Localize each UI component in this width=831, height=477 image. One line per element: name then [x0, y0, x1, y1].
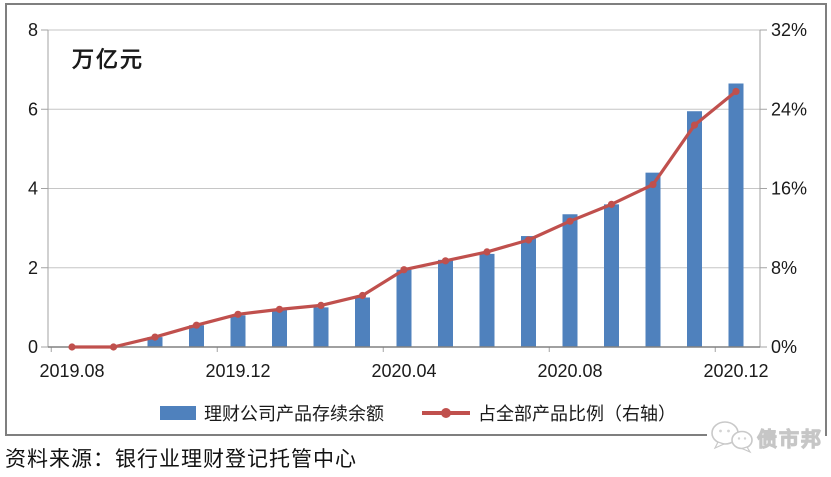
bar-2020.03	[355, 297, 370, 347]
line-series-swatch	[422, 408, 470, 418]
bar-2020.12	[728, 83, 744, 348]
bar-2020.07	[521, 236, 536, 347]
legend-bar-label: 理财公司产品存续余额	[204, 404, 384, 424]
x-axis-tick-label: 2020.04	[371, 361, 436, 381]
left-axis-tick-label: 4	[28, 179, 38, 199]
ratio-point-2020.05	[441, 257, 450, 265]
bar-2020.02	[313, 307, 329, 347]
right-axis-tick-label: 16%	[771, 179, 807, 199]
ratio-point-2020.02	[317, 301, 325, 309]
watermark-text: 债市邦	[757, 428, 823, 451]
bar-2020.11	[687, 111, 702, 347]
bar-2020.06	[479, 253, 495, 347]
ratio-point-2020.09	[607, 200, 616, 208]
right-axis-tick-label: 24%	[771, 99, 807, 119]
ratio-point-2019.09	[109, 343, 118, 351]
ratio-point-2019.12	[234, 310, 242, 318]
x-axis-tick-label: 2020.08	[537, 361, 602, 381]
right-axis-tick-label: 0%	[771, 337, 797, 357]
bar-2020.10	[645, 172, 661, 347]
bar-2020.09	[604, 204, 619, 347]
ratio-point-2020.12	[732, 87, 740, 96]
x-axis-tick-label: 2020.12	[703, 361, 768, 381]
bar-2019.11	[189, 325, 204, 347]
right-axis-tick-label: 32%	[771, 20, 807, 40]
ratio-point-2019.08	[68, 343, 76, 351]
bar-2020.04	[396, 269, 412, 347]
line-marker-dot	[441, 408, 451, 418]
legend-item-line: 占全部产品比例（右轴）	[422, 400, 676, 426]
bar-2020.08	[562, 214, 578, 347]
ratio-point-2020.06	[483, 248, 491, 256]
watermark: 债市邦	[707, 419, 825, 455]
bar-2020.01	[272, 309, 287, 347]
ratio-point-2020.07	[524, 236, 533, 244]
bar-2019.12	[230, 315, 246, 347]
bar-series-swatch	[160, 406, 196, 420]
right-axis-tick-label: 8%	[771, 258, 797, 278]
legend-item-bar: 理财公司产品存续余额	[160, 400, 384, 426]
ratio-point-2019.10	[151, 333, 159, 341]
left-axis-tick-label: 8	[28, 20, 38, 40]
left-axis-unit-label: 万亿元	[72, 47, 145, 72]
left-axis-tick-label: 0	[28, 337, 38, 357]
ratio-point-2020.11	[690, 121, 699, 129]
chat-bubbles-icon	[711, 421, 753, 454]
ratio-point-2020.08	[566, 217, 574, 225]
bar-2020.05	[438, 259, 453, 347]
legend-line-label: 占全部产品比例（右轴）	[478, 404, 676, 424]
x-axis-tick-label: 2019.12	[205, 361, 270, 381]
ratio-point-2020.01	[275, 305, 284, 313]
legend: 理财公司产品存续余额 占全部产品比例（右轴）	[160, 400, 676, 426]
source-note: 资料来源：银行业理财登记托管中心	[5, 447, 357, 471]
left-axis-tick-label: 6	[28, 99, 38, 119]
ratio-point-2020.04	[400, 266, 408, 274]
bar-2019.10	[147, 337, 163, 347]
x-axis-tick-label: 2019.08	[39, 361, 104, 381]
ratio-point-2020.10	[649, 180, 657, 189]
left-axis-tick-label: 2	[28, 258, 38, 278]
ratio-point-2019.11	[192, 321, 201, 329]
ratio-point-2020.03	[358, 291, 367, 300]
